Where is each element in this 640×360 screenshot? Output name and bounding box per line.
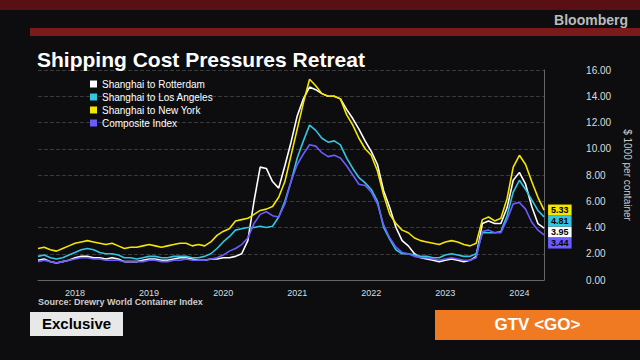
svg-text:$ 1000 per container: $ 1000 per container — [622, 129, 633, 221]
svg-text:2.00: 2.00 — [586, 248, 606, 259]
svg-text:16.00: 16.00 — [586, 65, 611, 76]
html-text:Exclusive: Exclusive — [42, 315, 112, 332]
svg-text:2019: 2019 — [139, 288, 159, 298]
svg-text:3.44: 3.44 — [551, 238, 569, 248]
html-text:Source: Drewry World Container: Source: Drewry World Container Index — [38, 297, 203, 307]
svg-text:Shipping Cost Pressures Retrea: Shipping Cost Pressures Retreat — [37, 48, 365, 71]
svg-text:2020: 2020 — [213, 288, 233, 298]
svg-text:2023: 2023 — [435, 288, 455, 298]
svg-text:Composite Index: Composite Index — [102, 118, 177, 129]
svg-text:2021: 2021 — [287, 288, 307, 298]
html-text:GTV <GO>: GTV <GO> — [494, 315, 581, 334]
svg-text:6.00: 6.00 — [586, 196, 606, 207]
svg-text:2024: 2024 — [509, 288, 529, 298]
svg-text:4.00: 4.00 — [586, 222, 606, 233]
svg-text:12.00: 12.00 — [586, 117, 611, 128]
svg-text:2022: 2022 — [361, 288, 381, 298]
svg-text:4.81: 4.81 — [551, 216, 569, 226]
svg-text:3.95: 3.95 — [551, 227, 569, 237]
svg-text:5.33: 5.33 — [551, 205, 569, 215]
html-text:Bloomberg: Bloomberg — [554, 12, 628, 28]
svg-text:8.00: 8.00 — [586, 170, 606, 181]
svg-text:Shanghai to Los Angeles: Shanghai to Los Angeles — [102, 92, 213, 103]
svg-text:2018: 2018 — [65, 288, 85, 298]
svg-text:14.00: 14.00 — [586, 91, 611, 102]
svg-text:10.00: 10.00 — [586, 143, 611, 154]
svg-text:Shanghai to Rotterdam: Shanghai to Rotterdam — [102, 79, 205, 90]
svg-text:Shanghai to New York: Shanghai to New York — [102, 105, 201, 116]
svg-text:0.00: 0.00 — [586, 275, 606, 286]
